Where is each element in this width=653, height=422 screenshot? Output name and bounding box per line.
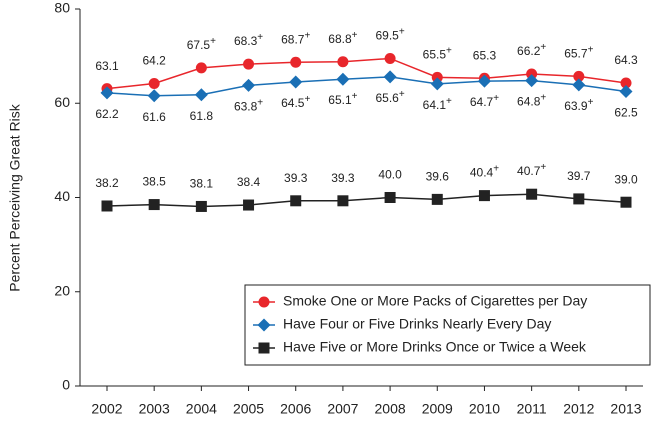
x-tick-label: 2004 xyxy=(186,401,217,417)
point xyxy=(243,199,255,211)
y-tick-label: 20 xyxy=(54,282,70,298)
data-label: 64.8+ xyxy=(517,92,546,109)
legend-label: Have Four or Five Drinks Nearly Every Da… xyxy=(283,316,551,332)
point xyxy=(477,74,491,88)
x-tick-label: 2003 xyxy=(139,401,170,417)
data-label: 38.2 xyxy=(95,176,119,190)
point xyxy=(337,195,349,207)
point xyxy=(289,75,303,89)
legend-label: Have Five or More Drinks Once or Twice a… xyxy=(283,339,587,355)
x-tick-label: 2013 xyxy=(610,401,641,417)
data-label: 65.6+ xyxy=(375,89,404,106)
point xyxy=(290,195,302,207)
data-label: 61.6 xyxy=(143,110,167,124)
data-label: 68.7+ xyxy=(281,30,310,47)
data-label: 64.1+ xyxy=(423,96,452,113)
point xyxy=(383,70,397,84)
y-axis-title: Percent Perceiving Great Risk xyxy=(7,103,23,292)
point xyxy=(148,199,160,211)
data-label: 68.3+ xyxy=(234,32,263,49)
point xyxy=(478,190,490,202)
y-tick-label: 60 xyxy=(54,94,70,110)
data-label: 63.8+ xyxy=(234,97,263,114)
x-tick-label: 2010 xyxy=(469,401,500,417)
data-label: 61.8 xyxy=(190,109,214,123)
y-tick-label: 80 xyxy=(54,0,70,16)
data-label: 65.3 xyxy=(473,48,497,62)
point xyxy=(336,72,350,86)
x-tick-label: 2012 xyxy=(563,401,594,417)
legend-label: Smoke One or More Packs of Cigarettes pe… xyxy=(283,293,587,309)
data-label: 40.7+ xyxy=(517,162,546,179)
x-tick-label: 2008 xyxy=(375,401,406,417)
point xyxy=(620,77,632,89)
data-label: 38.5 xyxy=(143,175,167,189)
point xyxy=(526,68,538,80)
x-tick-label: 2002 xyxy=(91,401,122,417)
data-label: 64.3 xyxy=(614,53,638,67)
legend-box xyxy=(244,284,651,366)
x-tick-label: 2007 xyxy=(327,401,358,417)
point xyxy=(101,200,113,212)
data-label: 64.7+ xyxy=(470,93,499,110)
series-line xyxy=(106,76,627,97)
data-label: 65.7+ xyxy=(564,44,593,61)
data-label: 66.2+ xyxy=(517,42,546,59)
legend-marker xyxy=(258,342,270,354)
data-label: 40.0 xyxy=(378,168,402,182)
data-label: 39.6 xyxy=(426,170,450,184)
data-label: 64.2 xyxy=(143,54,167,68)
point xyxy=(431,193,443,205)
point xyxy=(290,56,302,68)
point xyxy=(384,192,396,203)
data-label: 69.5+ xyxy=(375,26,404,43)
data-label: 67.5+ xyxy=(187,36,216,53)
data-label: 39.7 xyxy=(567,169,591,183)
data-label: 39.3 xyxy=(284,171,308,185)
data-label: 65.1+ xyxy=(328,91,357,108)
x-tick-label: 2005 xyxy=(233,401,264,417)
point xyxy=(526,188,538,200)
data-label: 63.9+ xyxy=(564,97,593,114)
point xyxy=(431,71,443,83)
x-tick-label: 2011 xyxy=(517,401,547,417)
y-tick-label: 0 xyxy=(62,377,70,393)
point xyxy=(243,58,255,70)
data-label: 62.5 xyxy=(614,106,638,120)
legend-marker xyxy=(258,296,270,308)
point xyxy=(573,193,585,205)
point xyxy=(573,70,585,82)
point xyxy=(147,89,161,103)
data-label: 62.2 xyxy=(95,107,119,121)
point xyxy=(148,77,160,89)
y-tick-label: 40 xyxy=(54,188,70,204)
point xyxy=(100,86,114,100)
data-label: 65.5+ xyxy=(423,45,452,62)
data-label: 39.0 xyxy=(614,172,638,186)
point xyxy=(430,77,444,91)
series-line xyxy=(106,193,627,208)
data-label: 40.4+ xyxy=(470,163,499,180)
point xyxy=(620,196,632,208)
data-label: 38.4 xyxy=(237,175,261,189)
data-label: 63.1 xyxy=(95,59,119,73)
data-label: 38.1 xyxy=(190,177,214,191)
data-label: 64.5+ xyxy=(281,94,310,111)
data-label: 68.8+ xyxy=(328,29,357,46)
x-tick-label: 2006 xyxy=(280,401,311,417)
point xyxy=(195,200,207,212)
point xyxy=(384,52,396,64)
data-label: 39.3 xyxy=(331,171,355,185)
point xyxy=(337,56,349,68)
legend-marker xyxy=(257,318,271,332)
point xyxy=(195,62,207,74)
x-tick-label: 2009 xyxy=(422,401,453,417)
point xyxy=(194,88,208,102)
series-line xyxy=(106,57,627,90)
point xyxy=(619,84,633,98)
point xyxy=(572,78,586,92)
point xyxy=(242,78,256,92)
point xyxy=(525,74,539,88)
